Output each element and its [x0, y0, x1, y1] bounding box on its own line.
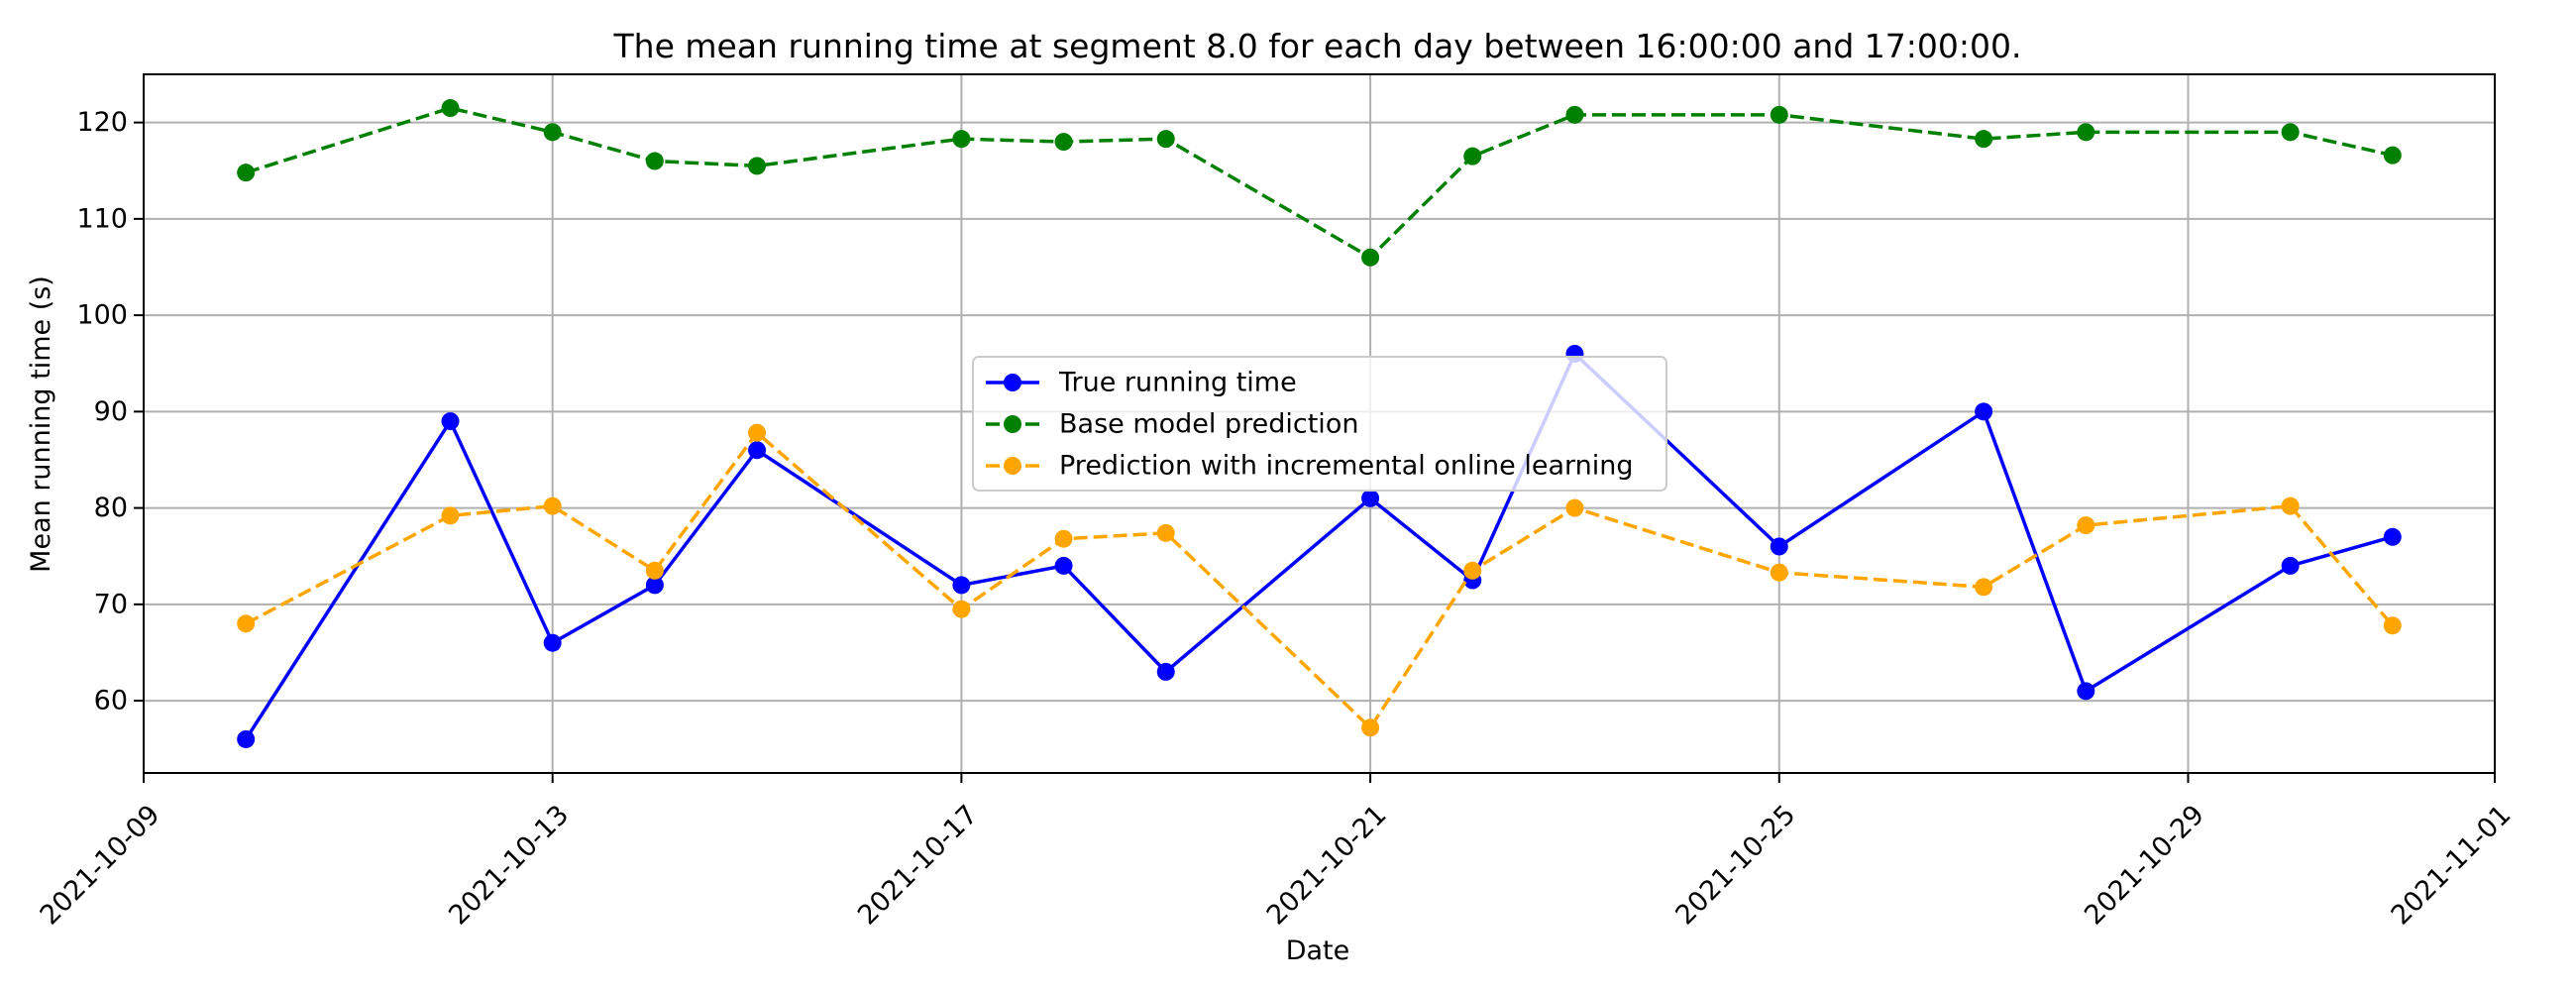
data-point	[1361, 718, 1380, 737]
series-2	[237, 423, 2402, 737]
x-tick-label: 2021-10-17	[852, 800, 984, 932]
y-tick-label: 60	[94, 686, 128, 716]
y-tick-label: 90	[94, 396, 128, 427]
series-line	[244, 352, 2394, 740]
data-point	[1361, 489, 1380, 507]
legend-item: Prediction with incremental online learn…	[986, 451, 1634, 482]
data-point	[2281, 496, 2300, 515]
data-point	[237, 164, 256, 182]
axes: 2021-10-09 2021-10-13 2021-10-17 2021-10-21…	[35, 73, 2518, 932]
data-point	[1770, 105, 1788, 124]
y-axis-label: Mean running time (s)	[26, 275, 56, 573]
data-point	[1565, 105, 1584, 124]
y-tick-label: 100	[76, 300, 128, 331]
data-point	[2281, 123, 2300, 142]
legend-swatch-marker	[1004, 415, 1021, 433]
legend-label: True running time	[1058, 368, 1297, 398]
series-1	[237, 99, 2402, 267]
x-tick-label: 2021-10-09	[35, 800, 166, 932]
y-tick-label: 80	[94, 493, 128, 523]
series-line	[245, 106, 2394, 260]
chart-title: The mean running time at segment 8.0 for…	[613, 27, 2022, 65]
legend: True running time Base model prediction Pr…	[972, 356, 1667, 492]
data-point	[1770, 563, 1788, 582]
series-0	[237, 345, 2402, 748]
data-point	[1770, 537, 1788, 556]
legend-box	[972, 356, 1667, 492]
data-point	[952, 576, 971, 595]
legend-item: True running time	[986, 368, 1297, 398]
data-point	[1156, 523, 1175, 542]
legend-item: Base model prediction	[986, 409, 1358, 440]
data-point	[1565, 498, 1584, 517]
legend-label: Prediction with incremental online learn…	[1059, 451, 1634, 482]
data-point	[1975, 130, 1993, 149]
data-point	[441, 506, 460, 525]
data-point	[2383, 146, 2402, 165]
data-point	[1463, 561, 1482, 580]
grid	[143, 74, 2496, 773]
data-point	[1975, 578, 1993, 597]
data-point	[441, 412, 460, 431]
data-point	[952, 130, 971, 149]
y-tick-label: 110	[76, 203, 128, 234]
data-point	[748, 441, 767, 460]
data-point	[2077, 682, 2095, 701]
data-point	[748, 423, 767, 442]
data-point	[237, 729, 256, 748]
x-tick-label: 2021-10-25	[1669, 800, 1801, 932]
legend-label: Base model prediction	[1059, 409, 1358, 440]
data-point	[2077, 516, 2095, 535]
y-tick-label: 120	[76, 107, 128, 138]
legend-swatch-marker	[1004, 457, 1021, 475]
plot-frame	[143, 73, 2496, 774]
data-point	[237, 614, 256, 633]
x-axis-label: Date	[1286, 936, 1350, 966]
data-point	[543, 496, 562, 515]
data-point	[645, 576, 664, 595]
data-point	[1156, 662, 1175, 681]
data-point	[1463, 147, 1482, 165]
data-point	[2383, 527, 2402, 546]
data-point	[1975, 402, 1993, 421]
data-point	[2077, 123, 2095, 142]
data-point	[1054, 556, 1073, 575]
data-point	[645, 561, 664, 580]
x-tick-label: 2021-11-01	[2386, 800, 2518, 932]
data-point	[441, 99, 460, 118]
data-point	[2383, 616, 2402, 635]
x-tick-label: 2021-10-29	[2079, 800, 2210, 932]
legend-swatch-marker	[1004, 374, 1021, 391]
data-point	[543, 123, 562, 142]
data-point	[748, 157, 767, 175]
data-point	[1361, 248, 1380, 267]
x-tick-label: 2021-10-21	[1261, 800, 1393, 932]
data-point	[543, 633, 562, 652]
data-point	[1054, 133, 1073, 152]
series-layer	[237, 99, 2402, 748]
data-point	[1156, 130, 1175, 149]
data-point	[2281, 556, 2300, 575]
data-point	[1054, 529, 1073, 548]
series-line	[245, 430, 2395, 730]
y-tick-label: 70	[94, 589, 128, 619]
x-tick-label: 2021-10-13	[443, 800, 575, 932]
data-point	[952, 600, 971, 618]
data-point	[645, 152, 664, 170]
